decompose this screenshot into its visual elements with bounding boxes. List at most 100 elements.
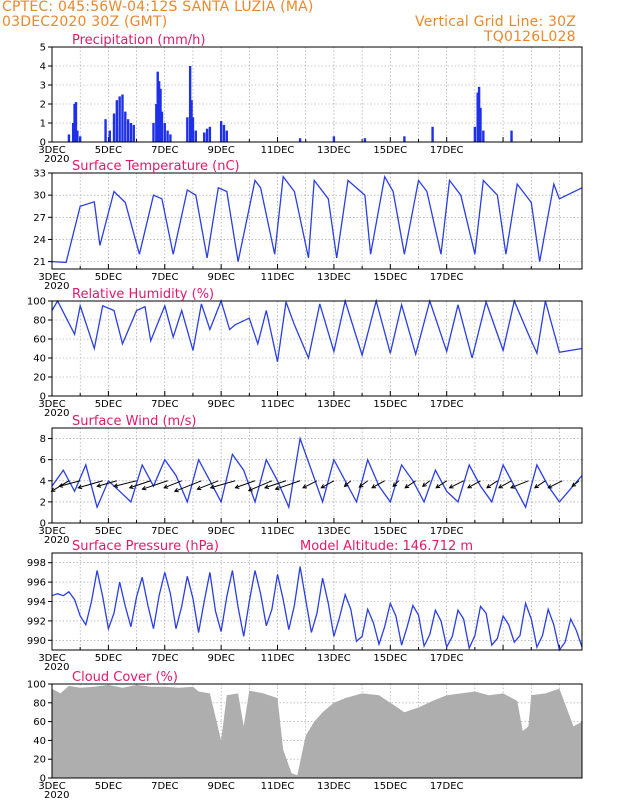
precip-bar	[166, 130, 169, 142]
wind-vector-head	[466, 484, 472, 489]
y-tick-label: 0	[40, 774, 46, 785]
wind-vector-head	[196, 485, 202, 491]
wind-vector	[486, 480, 498, 489]
year-tick-label: 2020	[44, 535, 69, 546]
precip-bar	[431, 126, 434, 142]
wind-vector-head	[571, 482, 577, 488]
y-tick-label: 990	[27, 636, 46, 647]
x-tick-label: 13DEC	[317, 272, 351, 283]
x-tick-label: 17DEC	[430, 399, 464, 410]
wind-vector	[404, 480, 416, 489]
x-tick-label: 11DEC	[261, 526, 295, 537]
x-tick-label: 9DEC	[207, 399, 234, 410]
wind-vector	[114, 480, 137, 487]
panel-frame	[51, 683, 583, 779]
wind-vector-head	[547, 484, 553, 489]
precip-bar	[332, 136, 336, 142]
panel-title: Surface Wind (m/s)	[72, 414, 196, 429]
y-tick-label: 0	[40, 519, 46, 530]
wind-vector	[248, 480, 273, 492]
precip-bar	[482, 130, 485, 142]
year-tick-label: 2020	[44, 281, 69, 292]
panel-wind: 0 2 4 6 8 3DEC 5DEC 7DEC 9DEC 11DEC 13DEC 15DEC 17DE…	[38, 414, 583, 546]
x-tick-label: 15DEC	[373, 272, 407, 283]
x-tick-label: 13DEC	[317, 145, 351, 156]
precip-bar	[363, 138, 367, 142]
x-tick-label: 11DEC	[261, 272, 295, 283]
y-tick-label: 6	[40, 455, 46, 466]
y-tick-label: 996	[27, 578, 46, 589]
precip-bar	[163, 123, 166, 142]
panel-frame	[51, 427, 583, 524]
x-tick-label: 13DEC	[317, 526, 351, 537]
x-tick-label: 7DEC	[151, 272, 178, 283]
panel-title: Relative Humidity (%)	[72, 287, 214, 302]
x-tick-label: 9DEC	[207, 145, 234, 156]
panel-cloud: 0 20 40 60 80 100 3DEC 5DEC 7DEC 9DEC 11DEC 13DEC 15…	[27, 670, 583, 800]
precip-bar	[157, 81, 161, 142]
wind-vector-head	[509, 484, 515, 489]
y-tick-label: 20	[33, 755, 46, 766]
x-tick-label: 17DEC	[430, 781, 464, 792]
y-tick-label: 60	[33, 717, 46, 728]
wind-vector	[235, 480, 256, 489]
y-tick-label: 100	[27, 297, 46, 308]
precip-bar	[121, 94, 124, 142]
precip-bar	[160, 111, 164, 142]
x-tick-label: 17DEC	[430, 526, 464, 537]
x-tick-label: 9DEC	[207, 272, 234, 283]
x-tick-label: 9DEC	[207, 781, 234, 792]
wind-vector	[59, 480, 81, 487]
panel-rh: 0 20 40 60 80 100 3DEC 5DEC 7DEC 9DEC 11DEC 13DEC 15…	[27, 287, 583, 419]
station-header: CPTEC: 045:56W-04:12S SANTA LUZIA (MA)	[2, 0, 314, 15]
x-tick-label: 5DEC	[95, 272, 122, 283]
precip-bar	[78, 136, 82, 142]
precip-bar	[191, 117, 195, 142]
precip-bar	[194, 130, 197, 142]
precip-bar	[104, 119, 107, 142]
x-tick-label: 15DEC	[373, 526, 407, 537]
panel-frame	[51, 46, 583, 143]
x-tick-label: 3DEC	[38, 272, 65, 283]
wind-vector	[571, 480, 580, 487]
wind-vector	[264, 480, 287, 489]
y-tick-label: 60	[33, 335, 46, 346]
precip-bar	[124, 111, 127, 142]
precip-bar	[510, 130, 513, 142]
x-tick-label: 13DEC	[317, 781, 351, 792]
y-tick-label: 2	[40, 497, 46, 508]
precip-bar	[112, 113, 116, 142]
precip-bar	[129, 123, 133, 142]
wind-vector-head	[358, 483, 364, 488]
wind-vector	[129, 480, 151, 489]
wind-vector	[422, 480, 431, 487]
y-tick-label: 21	[33, 257, 46, 268]
x-tick-label: 5DEC	[95, 145, 122, 156]
wind-vector-head	[421, 482, 427, 488]
y-tick-label: 992	[27, 616, 46, 627]
wind-vector-head	[404, 484, 410, 489]
wind-vector-head	[173, 487, 179, 493]
panel-precip: 0 1 2 3 4 5 3DEC 5DEC 7DEC 9DEC 11DEC 13DEC 15DEC 17D…	[38, 33, 583, 165]
wind-vector-head	[128, 484, 134, 489]
y-tick-label: 40	[33, 736, 46, 747]
y-tick-label: 994	[27, 597, 46, 608]
panel-frame	[51, 300, 583, 397]
wind-vector-head	[320, 484, 326, 489]
grid-note-header: Vertical Grid Line: 30Z	[415, 14, 577, 30]
y-tick-label: 80	[33, 316, 46, 327]
x-tick-label: 7DEC	[151, 399, 178, 410]
y-tick-label: 4	[40, 476, 46, 487]
precip-bar	[71, 123, 75, 142]
wind-vector	[498, 480, 512, 489]
wind-vector	[78, 480, 103, 489]
x-tick-label: 3DEC	[38, 399, 65, 410]
wind-vector-head	[533, 484, 539, 489]
datetime-header: 03DEC2020 30Z (GMT)	[2, 14, 168, 30]
precip-bar	[155, 104, 158, 142]
x-tick-label: 5DEC	[95, 653, 122, 664]
precip-bar	[203, 132, 206, 142]
panel-title: Surface Temperature (nC)	[72, 159, 240, 174]
x-tick-label: 9DEC	[207, 526, 234, 537]
